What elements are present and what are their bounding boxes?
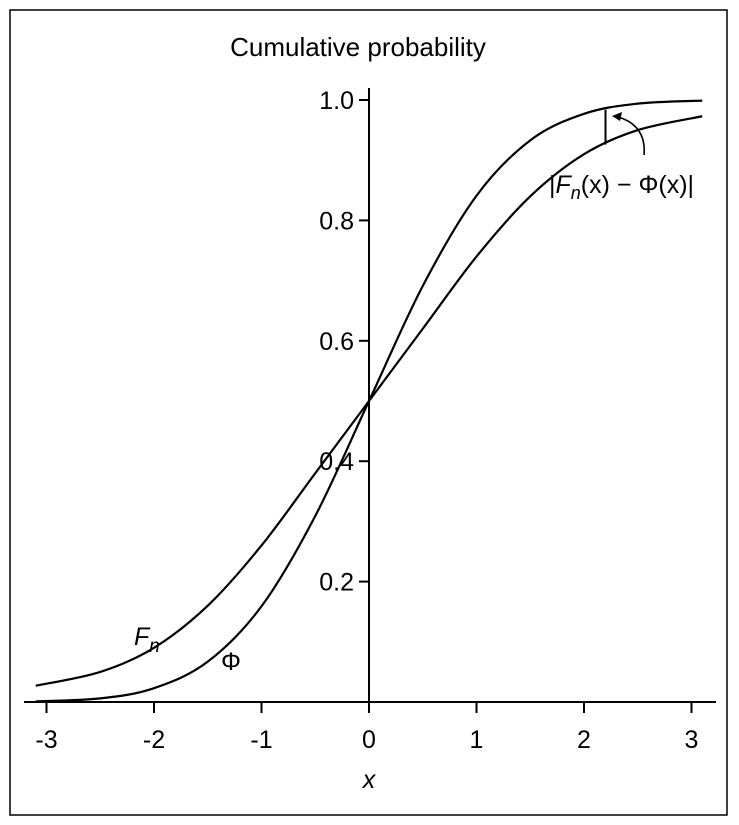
phi-curve-label: Φ <box>221 648 241 676</box>
y-axis-ticks: 0.20.40.60.81.0 <box>319 87 369 597</box>
x-tick-label: 3 <box>685 726 699 754</box>
chart-title: Cumulative probability <box>230 32 486 62</box>
x-tick-label: 0 <box>362 726 376 754</box>
phi-curve <box>35 99 703 703</box>
difference-label-n: n <box>571 183 581 203</box>
difference-label-x2: (x)| <box>658 171 694 199</box>
difference-label-x1: (x) − <box>581 171 639 199</box>
x-axis-ticks: -3 -2 -1 0 1 2 3 <box>35 702 698 754</box>
difference-label: |Fn(x) − Φ(x)| <box>549 171 694 203</box>
difference-label-F: F <box>556 171 573 199</box>
curves-layer <box>35 99 703 703</box>
y-tick-label: 0.2 <box>319 569 354 597</box>
y-tick-label: 1.0 <box>319 87 354 115</box>
x-tick-label: -1 <box>250 726 272 754</box>
x-tick-label: -2 <box>143 726 165 754</box>
y-tick-label: 0.6 <box>319 328 354 356</box>
fn-curve-label: Fn <box>134 623 160 657</box>
x-tick-label: 1 <box>470 726 484 754</box>
difference-label-phi: Φ <box>638 171 658 199</box>
difference-label-pre: | <box>549 171 556 199</box>
x-axis-label: x <box>362 766 377 794</box>
x-tick-label: -3 <box>35 726 57 754</box>
difference-arrowhead <box>612 112 622 121</box>
y-tick-label: 0.8 <box>319 207 354 235</box>
difference-arrow <box>617 116 645 156</box>
x-tick-label: 2 <box>577 726 591 754</box>
fn-label-subscript: n <box>149 636 160 657</box>
fn-label-main: F <box>134 623 151 651</box>
